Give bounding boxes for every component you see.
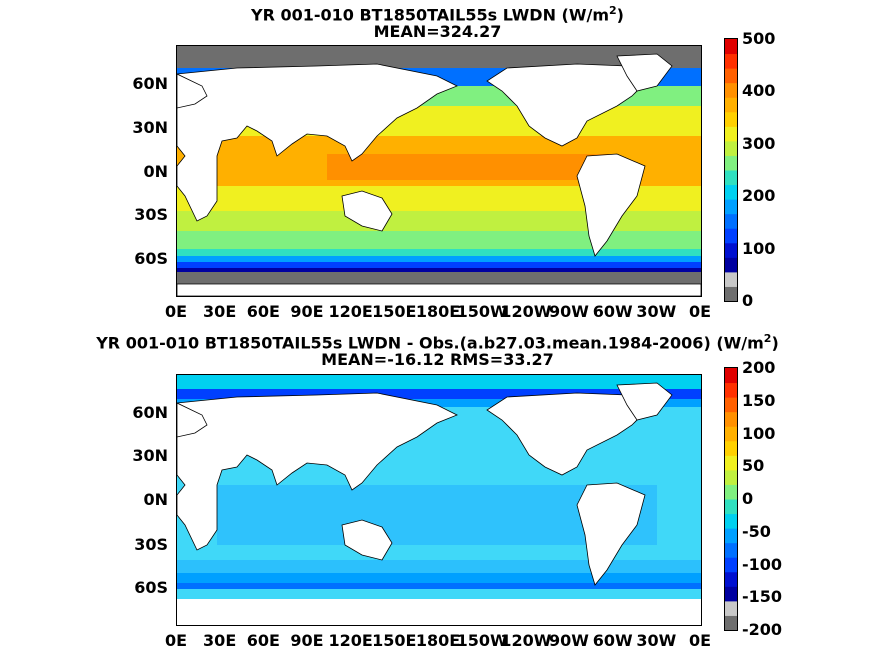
colorbar-swatch (725, 513, 737, 529)
bottom-colorbar (724, 367, 738, 631)
colorbar-swatch (725, 586, 737, 602)
bottom-lat-0n: 0N (143, 490, 168, 509)
colorbar-swatch (725, 426, 737, 442)
colorbar-swatch (725, 411, 737, 427)
bottom-colorbar-tick: -200 (742, 620, 783, 639)
colorbar-swatch (725, 213, 737, 229)
colorbar-swatch (725, 528, 737, 544)
bottom-colorbar-tick: 150 (742, 390, 776, 410)
colorbar-swatch (725, 484, 737, 500)
bottom-lon-label: 120W (500, 631, 552, 650)
colorbar-swatch (725, 542, 737, 558)
colorbar-swatch (725, 228, 737, 244)
bottom-lon-label: 30E (203, 631, 237, 650)
colorbar-swatch (725, 170, 737, 186)
bottom-lon-label: 90W (549, 631, 589, 650)
bottom-lon-label: 60E (246, 631, 280, 650)
bottom-lon-label: 30W (636, 631, 677, 650)
colorbar-swatch (725, 499, 737, 515)
top-lon-label: 120W (500, 302, 552, 321)
colorbar-swatch (725, 368, 737, 384)
colorbar-swatch (725, 382, 737, 398)
bottom-colorbar-tick: 50 (742, 456, 765, 476)
top-lon-label: 30E (203, 302, 237, 321)
colorbar-swatch (725, 440, 737, 456)
top-lat-30s: 30S (134, 205, 168, 224)
bottom-colorbar-tick: 0 (742, 489, 754, 508)
bottom-lat-30s: 30S (134, 535, 168, 554)
colorbar-swatch (725, 39, 737, 55)
top-lon-label: 150W (456, 302, 508, 321)
top-lon-label: 150E (372, 302, 417, 321)
bottom-colorbar-tick: -100 (742, 554, 783, 574)
bottom-title: YR 001-010 BT1850TAIL55s LWDN - Obs.(a.b… (96, 332, 779, 353)
bottom-lon-label: 120E (328, 631, 373, 650)
bottom-colorbar-tick: 200 (742, 358, 776, 377)
bottom-map (176, 374, 702, 626)
bottom-colorbar-tick: -150 (742, 587, 783, 607)
bottom-lat-30n: 30N (132, 446, 168, 465)
colorbar-swatch (725, 600, 737, 616)
top-subtitle: MEAN=324.27 (373, 22, 502, 41)
top-lat-30n: 30N (132, 118, 168, 137)
top-lat-0n: 0N (143, 162, 168, 181)
top-lon-label: 60E (246, 302, 280, 321)
bottom-lon-label: 60W (592, 631, 633, 650)
top-colorbar-tick: 400 (742, 81, 776, 101)
top-colorbar-tick: 200 (742, 186, 776, 206)
colorbar-swatch (725, 397, 737, 413)
colorbar-swatch (725, 286, 737, 301)
top-map (176, 45, 702, 297)
colorbar-swatch (725, 271, 737, 287)
colorbar-swatch (725, 242, 737, 258)
top-lon-label: 0E (688, 302, 712, 321)
bottom-lon-label: 90E (290, 631, 324, 650)
top-lon-label: 90E (290, 302, 324, 321)
colorbar-swatch (725, 97, 737, 113)
colorbar-swatch (725, 111, 737, 127)
colorbar-swatch (725, 140, 737, 156)
top-colorbar (724, 38, 738, 302)
top-colorbar-tick: 500 (742, 29, 776, 48)
bottom-lat-60s: 60S (134, 578, 168, 597)
colorbar-swatch (725, 53, 737, 69)
bottom-colorbar-tick: -50 (742, 521, 771, 541)
bottom-lat-60n: 60N (132, 403, 168, 422)
colorbar-swatch (725, 571, 737, 587)
colorbar-swatch (725, 126, 737, 142)
top-colorbar-tick: 0 (742, 291, 754, 310)
top-colorbar-tick: 300 (742, 133, 776, 153)
colorbar-swatch (725, 199, 737, 215)
colorbar-swatch (725, 469, 737, 485)
bottom-lon-label: 150W (456, 631, 508, 650)
top-lon-label: 30W (636, 302, 677, 321)
bottom-lon-label: 0E (688, 631, 712, 650)
bottom-subtitle: MEAN=-16.12 RMS=33.27 (321, 350, 554, 369)
top-lon-label: 90W (549, 302, 589, 321)
colorbar-swatch (725, 155, 737, 171)
colorbar-swatch (725, 82, 737, 98)
colorbar-swatch (725, 615, 737, 630)
colorbar-swatch (725, 257, 737, 273)
colorbar-swatch (725, 557, 737, 573)
colorbar-swatch (725, 455, 737, 471)
top-lon-label: 0E (164, 302, 188, 321)
bottom-lon-label: 180E (415, 631, 461, 650)
bottom-colorbar-tick: 100 (742, 423, 776, 443)
top-lon-label: 60W (592, 302, 633, 321)
top-lat-60n: 60N (132, 74, 168, 93)
bottom-lon-label: 150E (372, 631, 417, 650)
top-title: YR 001-010 BT1850TAIL55s LWDN (W/m2) (251, 4, 624, 25)
bottom-lon-label: 0E (164, 631, 188, 650)
top-lon-label: 120E (328, 302, 373, 321)
colorbar-swatch (725, 68, 737, 84)
top-lat-60s: 60S (134, 249, 168, 268)
top-colorbar-tick: 100 (742, 238, 776, 258)
top-lon-label: 180E (415, 302, 461, 321)
colorbar-swatch (725, 184, 737, 200)
